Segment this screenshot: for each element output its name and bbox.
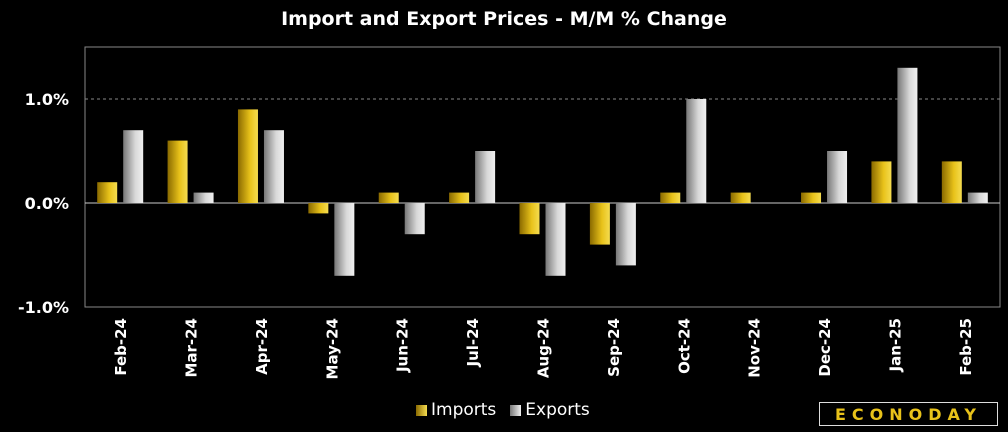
- exports-bar: [404, 203, 425, 235]
- x-tick-label: Jun-24: [394, 318, 412, 373]
- x-tick-label: Aug-24: [535, 318, 553, 378]
- imports-bar: [730, 192, 751, 203]
- x-tick-label: May-24: [323, 318, 341, 379]
- imports-bar: [308, 203, 329, 214]
- imports-bar: [519, 203, 540, 235]
- imports-bar: [378, 192, 399, 203]
- x-tick-label: Dec-24: [816, 318, 834, 377]
- exports-bar: [897, 67, 918, 203]
- imports-bar: [449, 192, 470, 203]
- imports-bar: [237, 109, 258, 203]
- imports-bar: [97, 182, 118, 203]
- econoday-logo: ECONODAY: [819, 402, 998, 426]
- exports-bar: [475, 151, 496, 203]
- exports-bar: [545, 203, 566, 276]
- exports-bar: [967, 192, 988, 203]
- imports-swatch-icon: [416, 404, 427, 416]
- imports-bar: [941, 161, 962, 203]
- exports-bar: [334, 203, 355, 276]
- x-tick-label: Feb-25: [957, 318, 975, 376]
- x-tick-label: Oct-24: [675, 318, 693, 374]
- x-tick-label: Apr-24: [253, 318, 271, 375]
- x-tick-label: Nov-24: [746, 318, 764, 378]
- x-tick-label: Jul-24: [464, 318, 482, 368]
- x-tick-label: Mar-24: [183, 318, 201, 378]
- plot-area: [84, 46, 1001, 308]
- exports-bar: [686, 99, 707, 203]
- y-tick-label: 0.0%: [25, 194, 69, 213]
- exports-swatch-icon: [510, 404, 522, 416]
- legend: Imports Exports: [416, 400, 590, 420]
- y-tick-label: 1.0%: [25, 90, 69, 109]
- x-tick-label: Jan-25: [886, 318, 904, 372]
- x-tick-label: Sep-24: [605, 318, 623, 377]
- imports-bar: [167, 140, 188, 203]
- exports-bar: [123, 130, 144, 203]
- legend-imports-label: Imports: [431, 400, 497, 420]
- exports-bar: [615, 203, 636, 266]
- legend-imports: Imports: [416, 400, 496, 420]
- exports-bar: [263, 130, 284, 203]
- chart-title: Import and Export Prices - M/M % Change: [281, 8, 727, 30]
- x-tick-label: Feb-24: [112, 318, 130, 376]
- imports-bar: [871, 161, 892, 203]
- legend-exports: Exports: [510, 400, 590, 420]
- exports-bar: [193, 192, 214, 203]
- exports-bar: [827, 151, 848, 203]
- legend-exports-label: Exports: [525, 400, 590, 420]
- imports-bar: [660, 192, 681, 203]
- y-tick-label: -1.0%: [18, 298, 69, 317]
- imports-bar: [801, 192, 822, 203]
- imports-bar: [589, 203, 610, 245]
